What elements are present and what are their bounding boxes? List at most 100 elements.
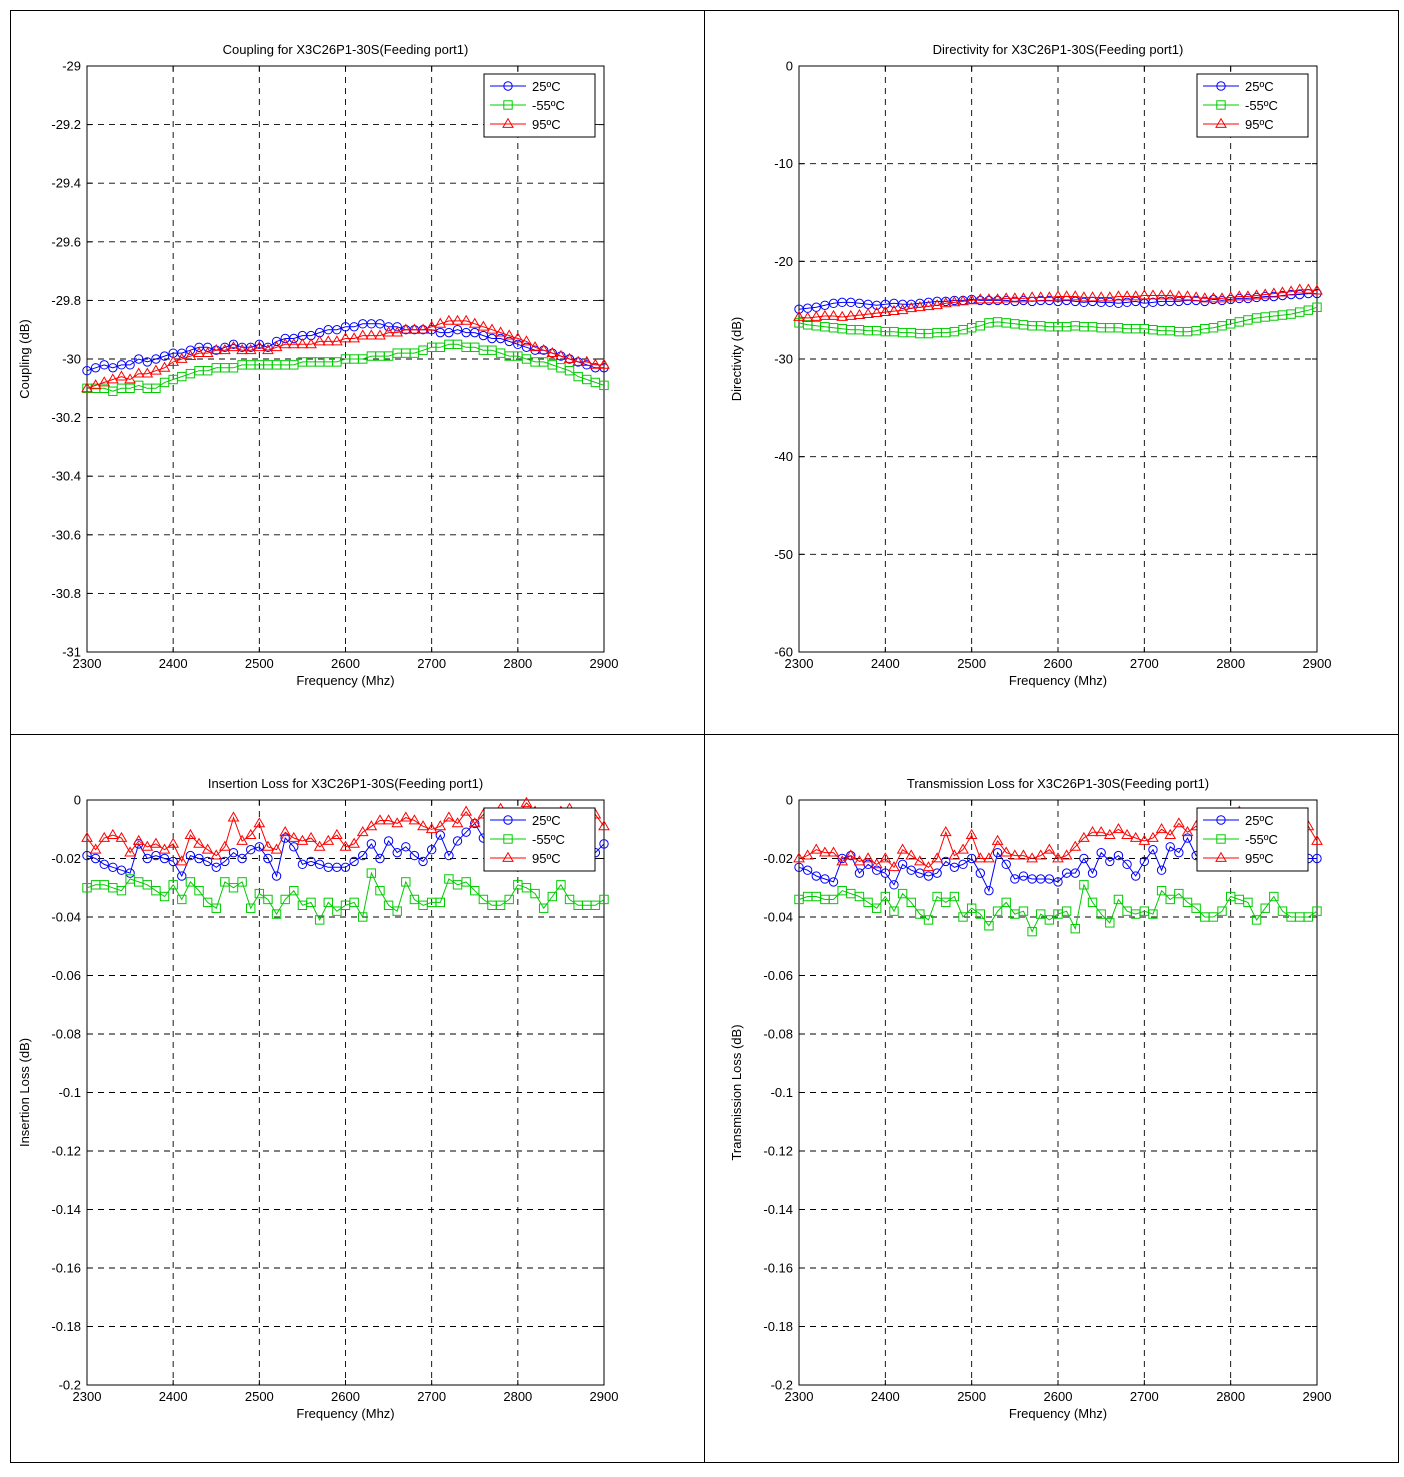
data-point (401, 877, 411, 887)
data-point (443, 314, 455, 325)
y-tick-label: -20 (774, 254, 793, 269)
x-tick-label: 2700 (1130, 1389, 1159, 1404)
data-point (201, 346, 214, 358)
data-point (820, 300, 830, 310)
data-point (220, 877, 230, 887)
data-point (922, 300, 935, 311)
data-point (253, 341, 266, 352)
data-point (280, 894, 290, 905)
data-point (1129, 290, 1142, 301)
x-tick-label: 2900 (590, 1389, 619, 1404)
data-point (151, 383, 161, 394)
data-point (82, 366, 92, 376)
data-point (1242, 290, 1254, 301)
data-point (599, 839, 609, 849)
data-point (853, 855, 866, 866)
data-point (1276, 286, 1289, 297)
data-point (1302, 283, 1315, 294)
y-tick-label: -0.16 (51, 1261, 81, 1276)
data-point (348, 837, 360, 848)
data-point (599, 380, 609, 391)
x-tick-label: 2500 (245, 1389, 274, 1404)
data-point (81, 382, 93, 393)
data-point (949, 862, 960, 872)
data-point (828, 877, 839, 887)
x-tick-label: 2800 (503, 656, 532, 671)
data-point (305, 831, 317, 842)
data-point (246, 845, 256, 855)
data-point (1147, 289, 1159, 300)
legend: 25ºC -55ºC 95ºC (483, 73, 596, 138)
data-point (1224, 291, 1237, 302)
data-point (1182, 897, 1193, 908)
data-point (896, 303, 909, 315)
y-tick-label: -30.8 (51, 586, 81, 601)
data-point (185, 850, 196, 861)
legend-label: -55ºC (532, 98, 565, 113)
data-point (1087, 868, 1098, 878)
data-point (1251, 915, 1262, 925)
data-point (1017, 849, 1030, 860)
data-point (965, 294, 978, 305)
data-point (375, 853, 385, 864)
data-point (1113, 850, 1124, 861)
data-point (1087, 897, 1098, 908)
data-point (425, 320, 438, 331)
data-point (159, 351, 170, 361)
data-point (159, 891, 170, 902)
data-point (1060, 290, 1073, 301)
data-point (1026, 852, 1038, 863)
data-point (246, 903, 256, 913)
y-tick-label: -0.2 (59, 1378, 81, 1393)
data-point (1078, 291, 1090, 302)
data-point (1036, 909, 1046, 919)
data-point (98, 831, 111, 842)
data-point (810, 310, 823, 321)
data-point (184, 349, 197, 360)
data-point (375, 885, 385, 896)
data-point (1053, 877, 1063, 887)
data-point (915, 909, 925, 919)
data-point (175, 352, 188, 363)
data-point (1105, 918, 1115, 928)
data-point (504, 894, 514, 905)
data-point (263, 853, 273, 864)
data-point (1026, 291, 1038, 302)
data-point (444, 850, 454, 861)
data-point (1260, 903, 1270, 913)
data-point (1156, 885, 1167, 896)
data-point (888, 861, 900, 872)
data-point (1312, 853, 1322, 864)
data-point (263, 342, 273, 352)
x-tick-label: 2400 (871, 656, 900, 671)
data-point (124, 373, 136, 384)
data-point (202, 897, 213, 908)
data-point (897, 859, 908, 870)
legend-marker (503, 100, 513, 110)
data-point (399, 323, 412, 334)
data-point (168, 856, 178, 867)
data-point (177, 894, 187, 905)
data-point (356, 825, 369, 837)
data-point (1044, 874, 1055, 884)
data-point (853, 308, 866, 319)
series-line (87, 343, 605, 392)
y-tick-label: -0.08 (763, 1027, 793, 1042)
data-point (1172, 817, 1185, 828)
x-tick-label: 2600 (1044, 1389, 1073, 1404)
data-point (965, 828, 978, 839)
data-point (331, 828, 343, 839)
data-point (150, 837, 162, 848)
data-point (287, 831, 300, 842)
data-point (1148, 845, 1158, 855)
data-point (530, 888, 540, 899)
data-point (905, 849, 918, 860)
data-point (185, 345, 196, 355)
data-point (392, 847, 402, 858)
data-point (1113, 894, 1124, 905)
x-tick-label: 2400 (159, 1389, 188, 1404)
data-point (1138, 834, 1151, 845)
series-line (798, 293, 1317, 310)
data-point (1190, 291, 1203, 302)
data-point (1103, 291, 1116, 302)
